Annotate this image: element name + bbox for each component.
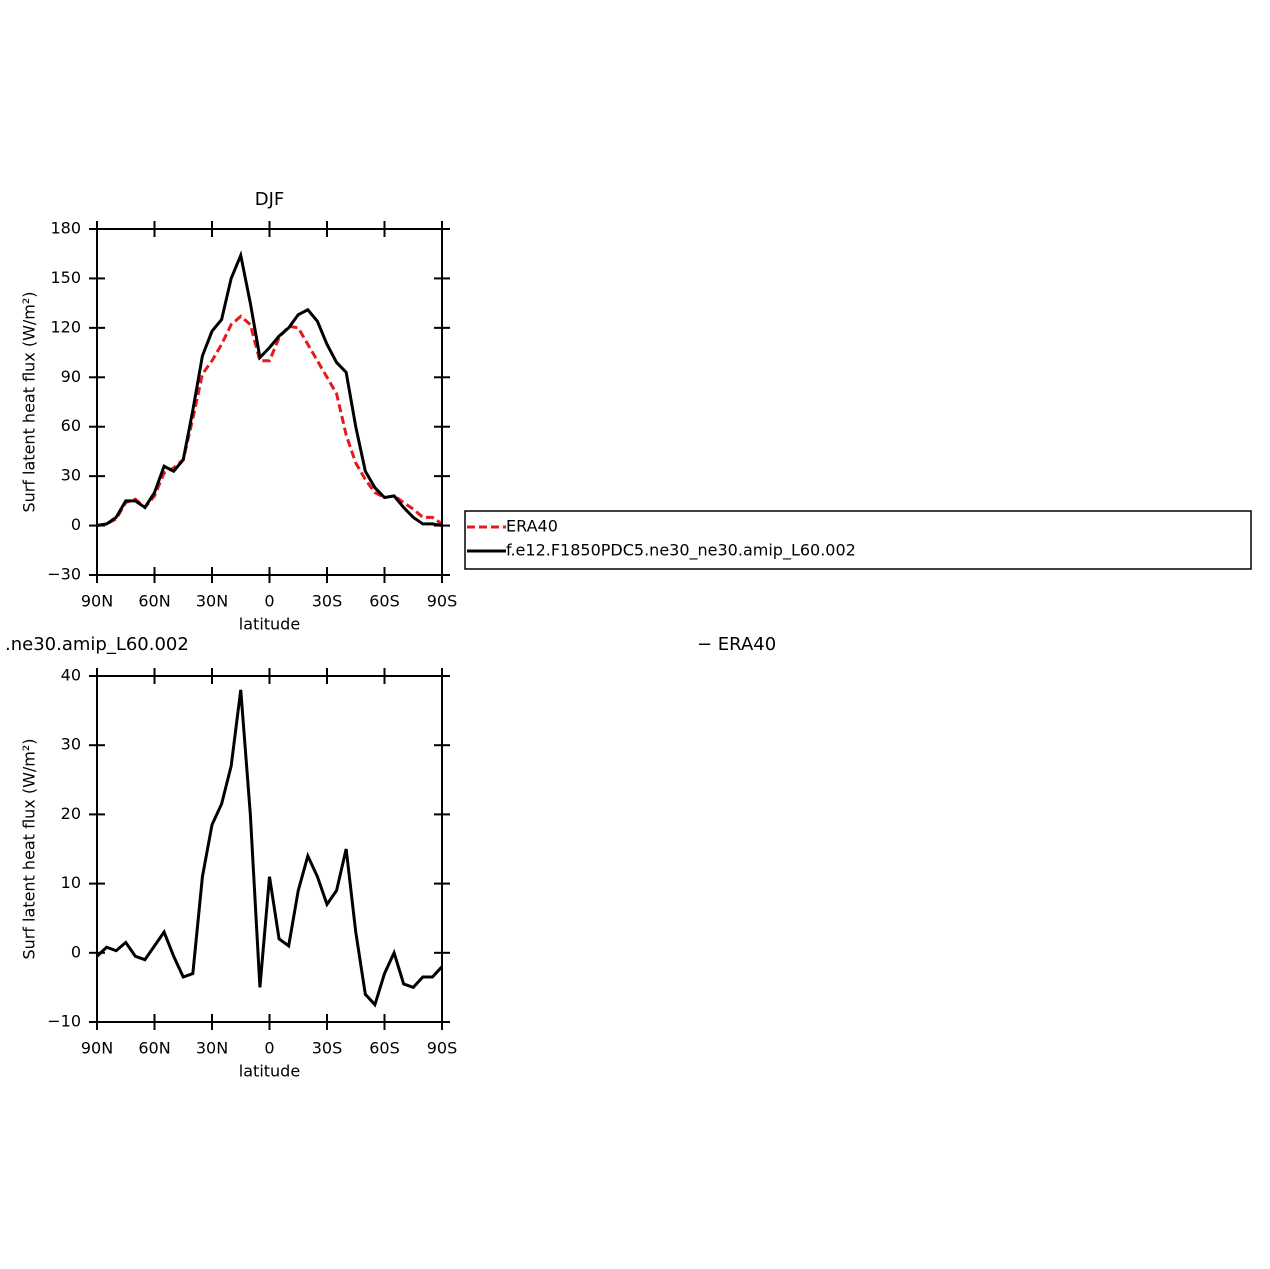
y-tick-label: 40	[61, 666, 81, 685]
y-tick-label: 30	[61, 735, 81, 754]
x-tick-label: 90S	[427, 1039, 458, 1058]
y-tick-label: 180	[50, 219, 81, 238]
y-tick-label: 30	[61, 466, 81, 485]
x-tick-label: 90N	[81, 592, 113, 611]
plot-frame	[96, 228, 443, 576]
y-tick-label: −30	[47, 565, 81, 584]
chart-title: − ERA40	[697, 634, 776, 655]
chart-title: DJF	[255, 189, 285, 210]
x-tick-label: 60S	[369, 592, 400, 611]
y-tick-label: 120	[50, 317, 81, 336]
x-tick-label: 90N	[81, 1039, 113, 1058]
plot-frame	[96, 675, 443, 1023]
data-line	[97, 250, 442, 528]
x-axis-label: latitude	[239, 1062, 300, 1081]
x-tick-label: 30N	[196, 1039, 228, 1058]
y-tick-label: 150	[50, 268, 81, 287]
data-line	[97, 689, 442, 1008]
x-tick-label: 60N	[138, 592, 170, 611]
chart-title: .ne30.amip_L60.002	[5, 634, 189, 655]
x-tick-label: 60N	[138, 1039, 170, 1058]
data-line	[97, 314, 442, 528]
y-tick-label: 90	[61, 367, 81, 386]
x-tick-label: 30S	[312, 1039, 343, 1058]
x-tick-label: 60S	[369, 1039, 400, 1058]
x-axis-label: latitude	[239, 615, 300, 634]
y-tick-label: 0	[71, 942, 81, 961]
y-axis-label: Surf latent heat flux (W/m²)	[20, 738, 39, 959]
legend-label: f.e12.F1850PDC5.ne30_ne30.amip_L60.002	[506, 541, 856, 561]
x-tick-label: 30N	[196, 592, 228, 611]
y-axis-label: Surf latent heat flux (W/m²)	[20, 291, 39, 512]
x-tick-label: 0	[264, 1039, 274, 1058]
y-tick-label: 60	[61, 416, 81, 435]
y-tick-label: 10	[61, 873, 81, 892]
x-tick-label: 0	[264, 592, 274, 611]
y-tick-label: 0	[71, 515, 81, 534]
y-tick-label: −10	[47, 1012, 81, 1031]
x-tick-label: 90S	[427, 592, 458, 611]
x-tick-label: 30S	[312, 592, 343, 611]
legend-box	[464, 510, 1252, 570]
legend-label: ERA40	[506, 517, 558, 536]
y-tick-label: 20	[61, 804, 81, 823]
